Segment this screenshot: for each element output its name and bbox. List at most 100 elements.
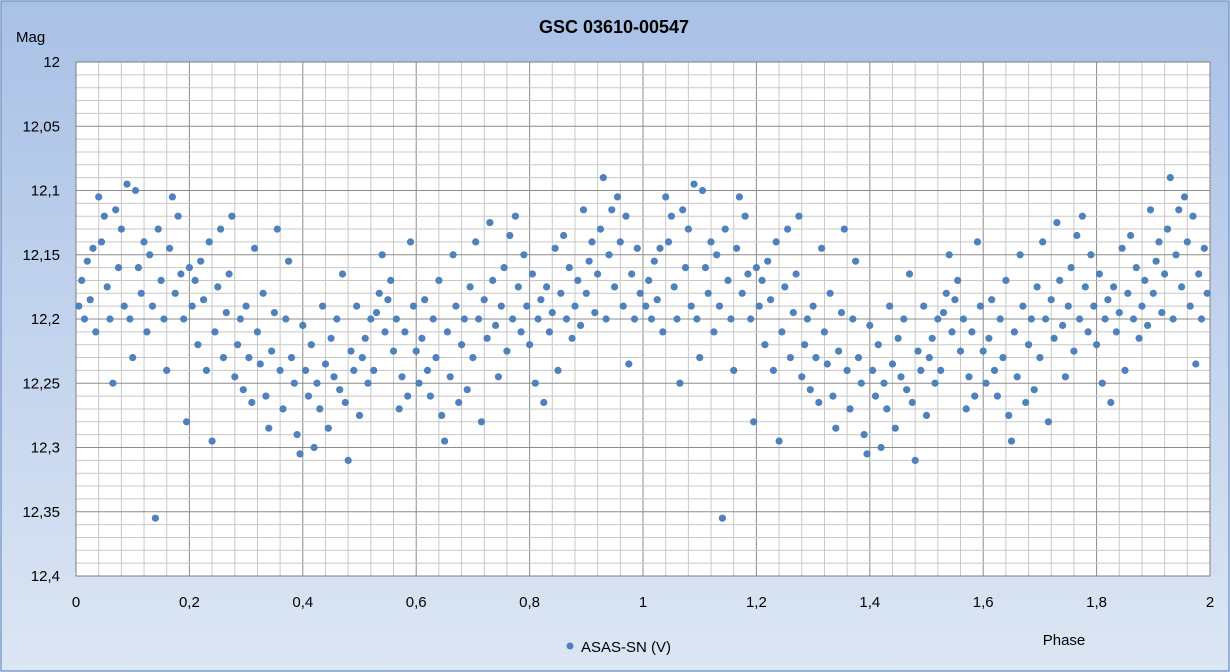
data-point bbox=[302, 366, 310, 374]
data-point bbox=[387, 276, 395, 284]
x-tick-label: 1,8 bbox=[1086, 594, 1107, 611]
data-point bbox=[466, 283, 474, 291]
data-point bbox=[160, 315, 168, 323]
data-point bbox=[988, 296, 996, 304]
data-point bbox=[234, 341, 242, 349]
data-point bbox=[355, 411, 364, 419]
data-point bbox=[1107, 398, 1115, 407]
data-point bbox=[769, 366, 778, 374]
data-point bbox=[971, 392, 979, 400]
data-point bbox=[920, 302, 928, 310]
data-point bbox=[120, 302, 128, 310]
data-point bbox=[469, 354, 477, 362]
data-point bbox=[1067, 264, 1075, 272]
data-point bbox=[758, 276, 766, 284]
data-point bbox=[1144, 321, 1152, 329]
data-point bbox=[409, 302, 417, 310]
x-tick-label: 1,6 bbox=[973, 594, 994, 611]
data-point bbox=[253, 328, 261, 336]
data-point bbox=[905, 270, 914, 278]
data-point bbox=[290, 379, 298, 387]
data-point bbox=[401, 328, 409, 336]
data-point bbox=[619, 302, 627, 310]
data-point bbox=[775, 437, 783, 445]
data-point bbox=[191, 276, 199, 284]
data-point bbox=[86, 296, 94, 304]
data-point bbox=[514, 283, 522, 291]
data-point bbox=[951, 296, 959, 304]
legend-marker bbox=[566, 642, 574, 650]
data-point bbox=[1078, 212, 1086, 220]
data-point bbox=[89, 244, 97, 252]
data-point bbox=[622, 212, 630, 220]
data-point bbox=[718, 514, 727, 522]
data-point bbox=[202, 366, 210, 374]
x-tick-label: 0,2 bbox=[179, 594, 200, 611]
data-point bbox=[231, 373, 239, 381]
data-point bbox=[976, 302, 985, 310]
data-point bbox=[1175, 206, 1183, 214]
data-point bbox=[511, 212, 519, 220]
data-point bbox=[316, 405, 324, 413]
data-point bbox=[985, 334, 993, 342]
data-point bbox=[100, 212, 108, 220]
data-point bbox=[755, 302, 763, 310]
data-point bbox=[341, 398, 349, 407]
data-point bbox=[948, 328, 956, 336]
data-point bbox=[630, 315, 639, 323]
data-point bbox=[645, 276, 653, 284]
data-point bbox=[338, 270, 347, 278]
data-point bbox=[106, 315, 114, 323]
data-point bbox=[1084, 328, 1092, 336]
data-point bbox=[1090, 302, 1098, 310]
data-point bbox=[704, 289, 712, 297]
data-point bbox=[832, 424, 840, 432]
data-point bbox=[801, 341, 809, 349]
data-point bbox=[1019, 302, 1027, 310]
data-point bbox=[715, 302, 724, 310]
data-point bbox=[670, 283, 678, 291]
data-point bbox=[1149, 289, 1157, 297]
data-point bbox=[109, 379, 117, 387]
data-point bbox=[503, 347, 511, 355]
data-point bbox=[137, 289, 145, 297]
data-point bbox=[835, 347, 843, 355]
data-point bbox=[358, 354, 366, 362]
data-point bbox=[733, 244, 741, 252]
grid bbox=[75, 61, 1211, 577]
data-point bbox=[956, 347, 965, 355]
data-point bbox=[1098, 379, 1106, 387]
data-point bbox=[568, 334, 576, 342]
data-point bbox=[852, 257, 860, 265]
data-point bbox=[613, 193, 622, 201]
data-point bbox=[863, 450, 871, 458]
data-point bbox=[565, 264, 573, 272]
data-point bbox=[922, 411, 931, 419]
data-point bbox=[764, 257, 772, 265]
data-point bbox=[364, 379, 372, 387]
data-point bbox=[962, 405, 970, 413]
data-point bbox=[696, 354, 704, 362]
data-point bbox=[591, 309, 599, 317]
data-point bbox=[276, 366, 284, 374]
data-point bbox=[168, 193, 176, 201]
data-point bbox=[520, 251, 528, 259]
data-point bbox=[151, 514, 159, 522]
data-point bbox=[245, 354, 253, 362]
data-point bbox=[375, 289, 383, 297]
data-point bbox=[954, 276, 962, 284]
data-point bbox=[1141, 276, 1149, 284]
data-point bbox=[1005, 411, 1013, 419]
data-point bbox=[1197, 315, 1206, 323]
data-point bbox=[421, 296, 429, 304]
data-point bbox=[372, 309, 381, 317]
data-point bbox=[647, 315, 656, 323]
data-point bbox=[1022, 398, 1030, 407]
data-point bbox=[429, 315, 437, 323]
data-point bbox=[625, 360, 633, 368]
data-point bbox=[1158, 309, 1166, 317]
data-point bbox=[812, 354, 820, 362]
data-point bbox=[1025, 341, 1033, 349]
data-point bbox=[174, 212, 182, 220]
data-point bbox=[123, 180, 131, 188]
